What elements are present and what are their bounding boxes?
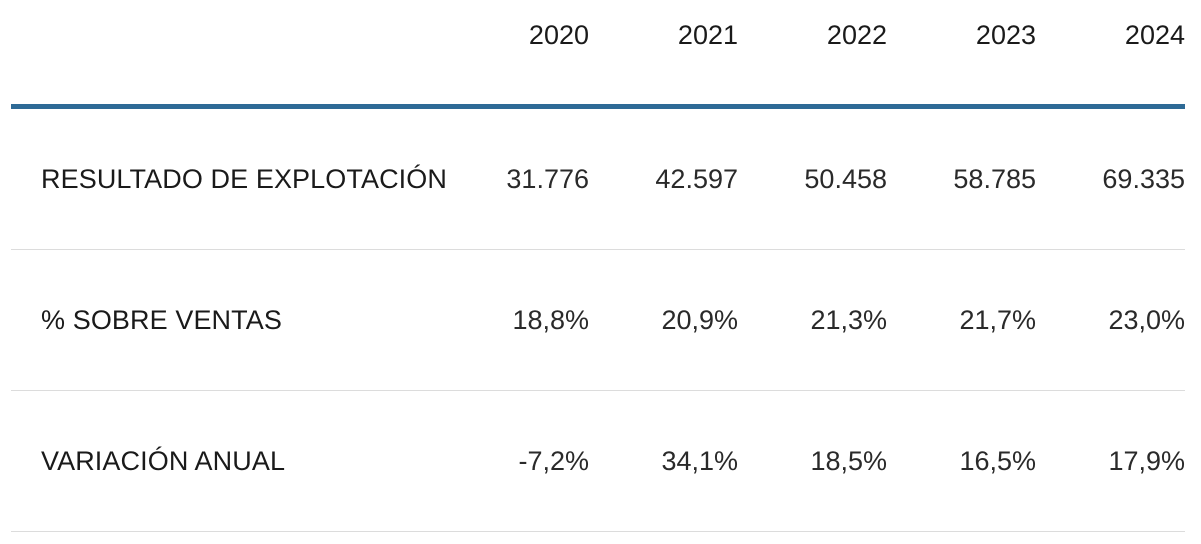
table-cell: 21,7% bbox=[959, 305, 1036, 335]
table-cell: 50.458 bbox=[804, 164, 887, 194]
year-header-2023: 2023 bbox=[975, 20, 1036, 50]
year-header-2021: 2021 bbox=[677, 20, 738, 50]
table-cell: 34,1% bbox=[661, 446, 738, 476]
header-divider bbox=[11, 104, 1185, 109]
row-label: RESULTADO DE EXPLOTACIÓN bbox=[41, 164, 447, 194]
table-cell: 23,0% bbox=[1108, 305, 1185, 335]
table-cell: 17,9% bbox=[1108, 446, 1185, 476]
table-cell: 20,9% bbox=[661, 305, 738, 335]
year-header-2020: 2020 bbox=[528, 20, 589, 50]
table-cell: 58.785 bbox=[953, 164, 1036, 194]
table-row: % SOBRE VENTAS 18,8% 20,9% 21,3% 21,7% 2… bbox=[11, 250, 1185, 391]
table-cell: 69.335 bbox=[1102, 164, 1185, 194]
row-label: % SOBRE VENTAS bbox=[41, 305, 282, 335]
table-cell: 18,5% bbox=[810, 446, 887, 476]
table-cell: 21,3% bbox=[810, 305, 887, 335]
table-row: VARIACIÓN ANUAL -7,2% 34,1% 18,5% 16,5% … bbox=[11, 391, 1185, 532]
row-label: VARIACIÓN ANUAL bbox=[41, 446, 286, 476]
table-cell: 18,8% bbox=[512, 305, 589, 335]
table-cell: 42.597 bbox=[655, 164, 738, 194]
table-cell: 16,5% bbox=[959, 446, 1036, 476]
table-cell: -7,2% bbox=[518, 446, 589, 476]
table-cell: 31.776 bbox=[506, 164, 589, 194]
year-header-2022: 2022 bbox=[826, 20, 887, 50]
table-header-row: 2020 2021 2022 2023 2024 bbox=[11, 0, 1185, 72]
year-header-2024: 2024 bbox=[1124, 20, 1185, 50]
table-row: RESULTADO DE EXPLOTACIÓN 31.776 42.597 5… bbox=[11, 109, 1185, 250]
